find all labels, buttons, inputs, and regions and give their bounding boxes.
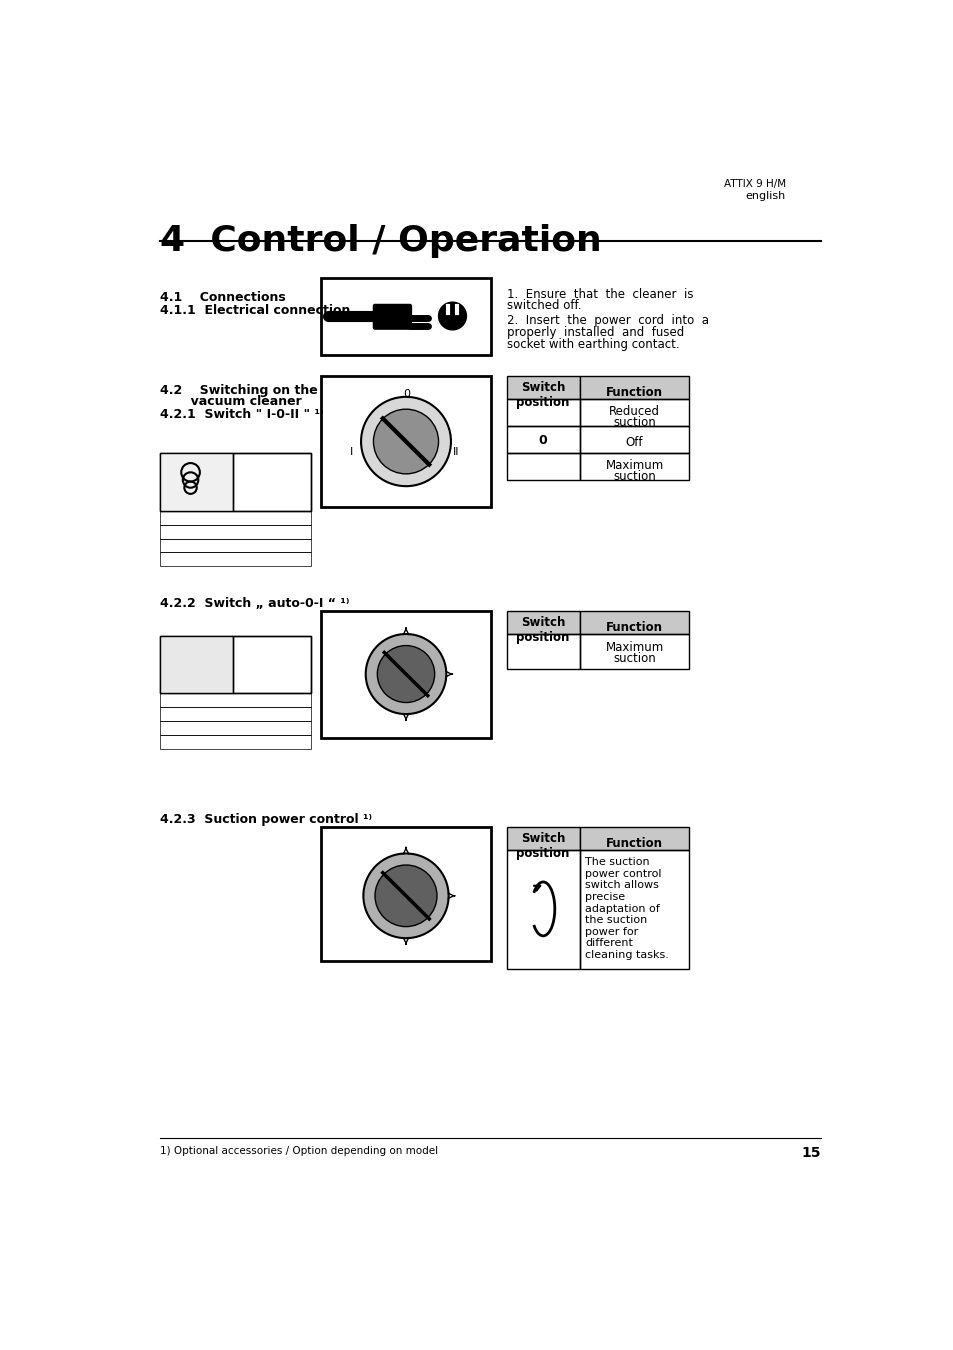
Text: 4.2    Switching on the: 4.2 Switching on the: [159, 383, 317, 397]
Text: Switch
position: Switch position: [516, 832, 569, 860]
Text: Function: Function: [605, 386, 662, 400]
Text: different: different: [584, 938, 632, 948]
Bar: [579, 454, 688, 481]
Bar: [320, 278, 491, 355]
Text: switched off.: switched off.: [506, 300, 580, 312]
Text: 2.  Insert  the  power  cord  into  a: 2. Insert the power cord into a: [506, 315, 708, 328]
Bar: [159, 734, 311, 749]
Text: 0: 0: [538, 433, 547, 447]
Text: 4.2.3  Suction power control ¹⁾: 4.2.3 Suction power control ¹⁾: [159, 813, 371, 826]
Text: Switch
position: Switch position: [516, 382, 569, 409]
Bar: [159, 454, 233, 510]
Bar: [159, 707, 311, 721]
Text: switch allows: switch allows: [584, 880, 659, 891]
Bar: [579, 849, 688, 969]
Text: Function: Function: [605, 837, 662, 849]
Bar: [233, 636, 311, 694]
Text: 0: 0: [403, 389, 410, 400]
Circle shape: [375, 865, 436, 926]
Text: ATTIX 9 H/M: ATTIX 9 H/M: [723, 180, 785, 189]
Text: 1) Optional accessories / Option depending on model: 1) Optional accessories / Option dependi…: [159, 1146, 437, 1156]
Bar: [506, 826, 579, 849]
Text: suction: suction: [613, 470, 656, 483]
Text: I: I: [350, 447, 353, 456]
Bar: [506, 377, 579, 400]
Text: vacuum cleaner: vacuum cleaner: [159, 396, 301, 408]
Text: english: english: [744, 192, 785, 201]
Text: 4.2.2  Switch „ auto-0-I “ ¹⁾: 4.2.2 Switch „ auto-0-I “ ¹⁾: [159, 597, 349, 610]
Text: power control: power control: [584, 869, 660, 879]
Text: The suction: The suction: [584, 857, 649, 867]
Bar: [506, 612, 579, 634]
Circle shape: [360, 397, 451, 486]
Text: power for: power for: [584, 926, 638, 937]
Bar: [320, 826, 491, 961]
Bar: [159, 525, 311, 539]
Text: suction: suction: [613, 416, 656, 429]
Text: 1.  Ensure  that  the  cleaner  is: 1. Ensure that the cleaner is: [506, 288, 693, 301]
Bar: [506, 634, 579, 668]
Text: Maximum: Maximum: [605, 459, 663, 472]
Bar: [159, 694, 311, 707]
Bar: [320, 377, 491, 508]
Text: Function: Function: [605, 621, 662, 634]
Text: II: II: [452, 447, 458, 456]
Bar: [233, 454, 311, 510]
Bar: [159, 552, 311, 566]
FancyBboxPatch shape: [373, 305, 411, 329]
Text: properly  installed  and  fused: properly installed and fused: [506, 325, 683, 339]
Bar: [320, 612, 491, 738]
Text: 4.1.1  Electrical connection: 4.1.1 Electrical connection: [159, 304, 350, 317]
Bar: [159, 454, 311, 510]
Circle shape: [363, 853, 448, 938]
Bar: [579, 427, 688, 454]
Text: 4.2.1  Switch " I-0-II " ¹⁾: 4.2.1 Switch " I-0-II " ¹⁾: [159, 408, 323, 421]
Text: Reduced: Reduced: [608, 405, 659, 418]
Bar: [159, 721, 311, 734]
Text: socket with earthing contact.: socket with earthing contact.: [506, 338, 679, 351]
Text: 4  Control / Operation: 4 Control / Operation: [159, 224, 600, 258]
Text: the suction: the suction: [584, 915, 646, 925]
Text: precise: precise: [584, 892, 624, 902]
Bar: [506, 454, 579, 481]
Text: Off: Off: [625, 436, 642, 450]
Text: suction: suction: [613, 652, 656, 664]
Bar: [579, 612, 688, 634]
Text: 4.1    Connections: 4.1 Connections: [159, 292, 285, 304]
Bar: [159, 539, 311, 552]
Circle shape: [373, 409, 438, 474]
Bar: [506, 849, 579, 969]
Bar: [506, 400, 579, 427]
Circle shape: [438, 302, 466, 329]
Bar: [579, 377, 688, 400]
Bar: [579, 634, 688, 668]
Bar: [159, 510, 311, 525]
Text: adaptation of: adaptation of: [584, 903, 659, 914]
Bar: [159, 636, 233, 694]
Circle shape: [377, 645, 435, 702]
Bar: [579, 826, 688, 849]
Bar: [159, 636, 311, 694]
Bar: [579, 400, 688, 427]
Text: Maximum: Maximum: [605, 641, 663, 653]
Circle shape: [365, 634, 446, 714]
Text: cleaning tasks.: cleaning tasks.: [584, 949, 668, 960]
Text: 15: 15: [801, 1146, 820, 1160]
Bar: [506, 427, 579, 454]
Text: Switch
position: Switch position: [516, 617, 569, 644]
